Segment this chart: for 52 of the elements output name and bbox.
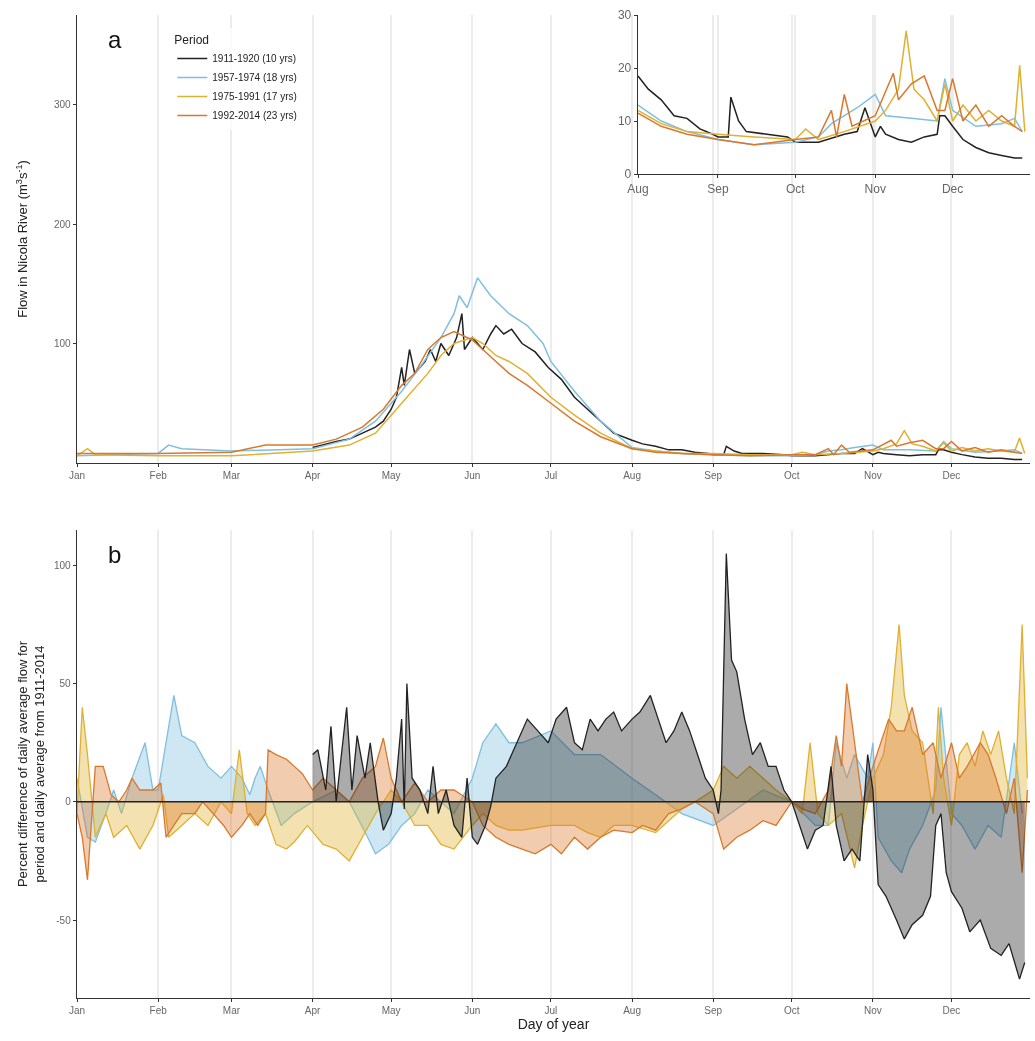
x-tick-label: Nov — [864, 1005, 882, 1017]
y-tick-label: 200 — [54, 218, 72, 230]
x-tick-label: Jan — [68, 470, 86, 482]
x-tick-label: Jul — [544, 1005, 558, 1017]
x-tick-label: Dec — [942, 1005, 961, 1017]
x-axis-title: Day of year — [517, 1016, 590, 1033]
legend-label: 1992-2014 (23 yrs) — [212, 110, 297, 122]
x-tick-label: Aug — [623, 470, 641, 482]
x-tick-label: Aug — [623, 1005, 641, 1017]
y-tick-label: 30 — [617, 8, 632, 23]
x-tick-label: Apr — [304, 470, 322, 482]
y-tick-label: 100 — [54, 338, 72, 350]
legend-label: 1957-1974 (18 yrs) — [212, 72, 297, 84]
x-tick-label: Aug — [627, 181, 649, 196]
x-tick-label: Sep — [707, 181, 729, 196]
legend-label: 1911-1920 (10 yrs) — [212, 53, 297, 65]
y-tick-label: 0 — [624, 167, 632, 182]
x-tick-label: Oct — [783, 470, 800, 482]
x-tick-label: Nov — [864, 181, 886, 196]
x-tick-label: Sep — [704, 1005, 723, 1017]
y-tick-label: 100 — [54, 559, 72, 571]
y-tick-label: 0 — [65, 796, 72, 808]
annotation: b — [108, 541, 122, 568]
x-tick-label: Apr — [304, 1005, 322, 1017]
annotation: a — [108, 26, 122, 53]
legend-label: 1975-1991 (17 yrs) — [212, 91, 297, 103]
line-series — [638, 75, 1024, 159]
line-series — [311, 312, 1023, 461]
y-tick-label: 50 — [59, 678, 72, 690]
x-tick-label: Jun — [464, 470, 481, 482]
x-tick-label: Mar — [222, 470, 241, 482]
x-tick-label: Dec — [942, 470, 961, 482]
y-axis-title: Percent difference of daily average flow for period and daily average from 1911-2014 — [15, 640, 48, 888]
x-tick-label: Jan — [68, 1005, 86, 1017]
x-tick-label: Oct — [785, 181, 806, 196]
y-tick-label: 300 — [54, 99, 72, 111]
x-tick-label: May — [381, 1005, 401, 1017]
x-tick-label: Feb — [149, 1005, 168, 1017]
x-tick-label: Oct — [783, 1005, 800, 1017]
line-series — [638, 30, 1026, 141]
x-tick-label: Nov — [864, 470, 882, 482]
legend-title: Period — [174, 33, 209, 48]
x-tick-label: Dec — [941, 181, 964, 196]
x-tick-label: May — [381, 470, 401, 482]
y-tick-label: 10 — [617, 114, 632, 129]
x-tick-label: Mar — [222, 1005, 241, 1017]
x-tick-label: Jun — [464, 1005, 481, 1017]
y-tick-label: -50 — [56, 914, 72, 926]
y-tick-label: 20 — [617, 61, 632, 76]
x-tick-label: Jul — [544, 470, 558, 482]
x-tick-label: Feb — [149, 470, 168, 482]
x-tick-label: Sep — [704, 470, 723, 482]
